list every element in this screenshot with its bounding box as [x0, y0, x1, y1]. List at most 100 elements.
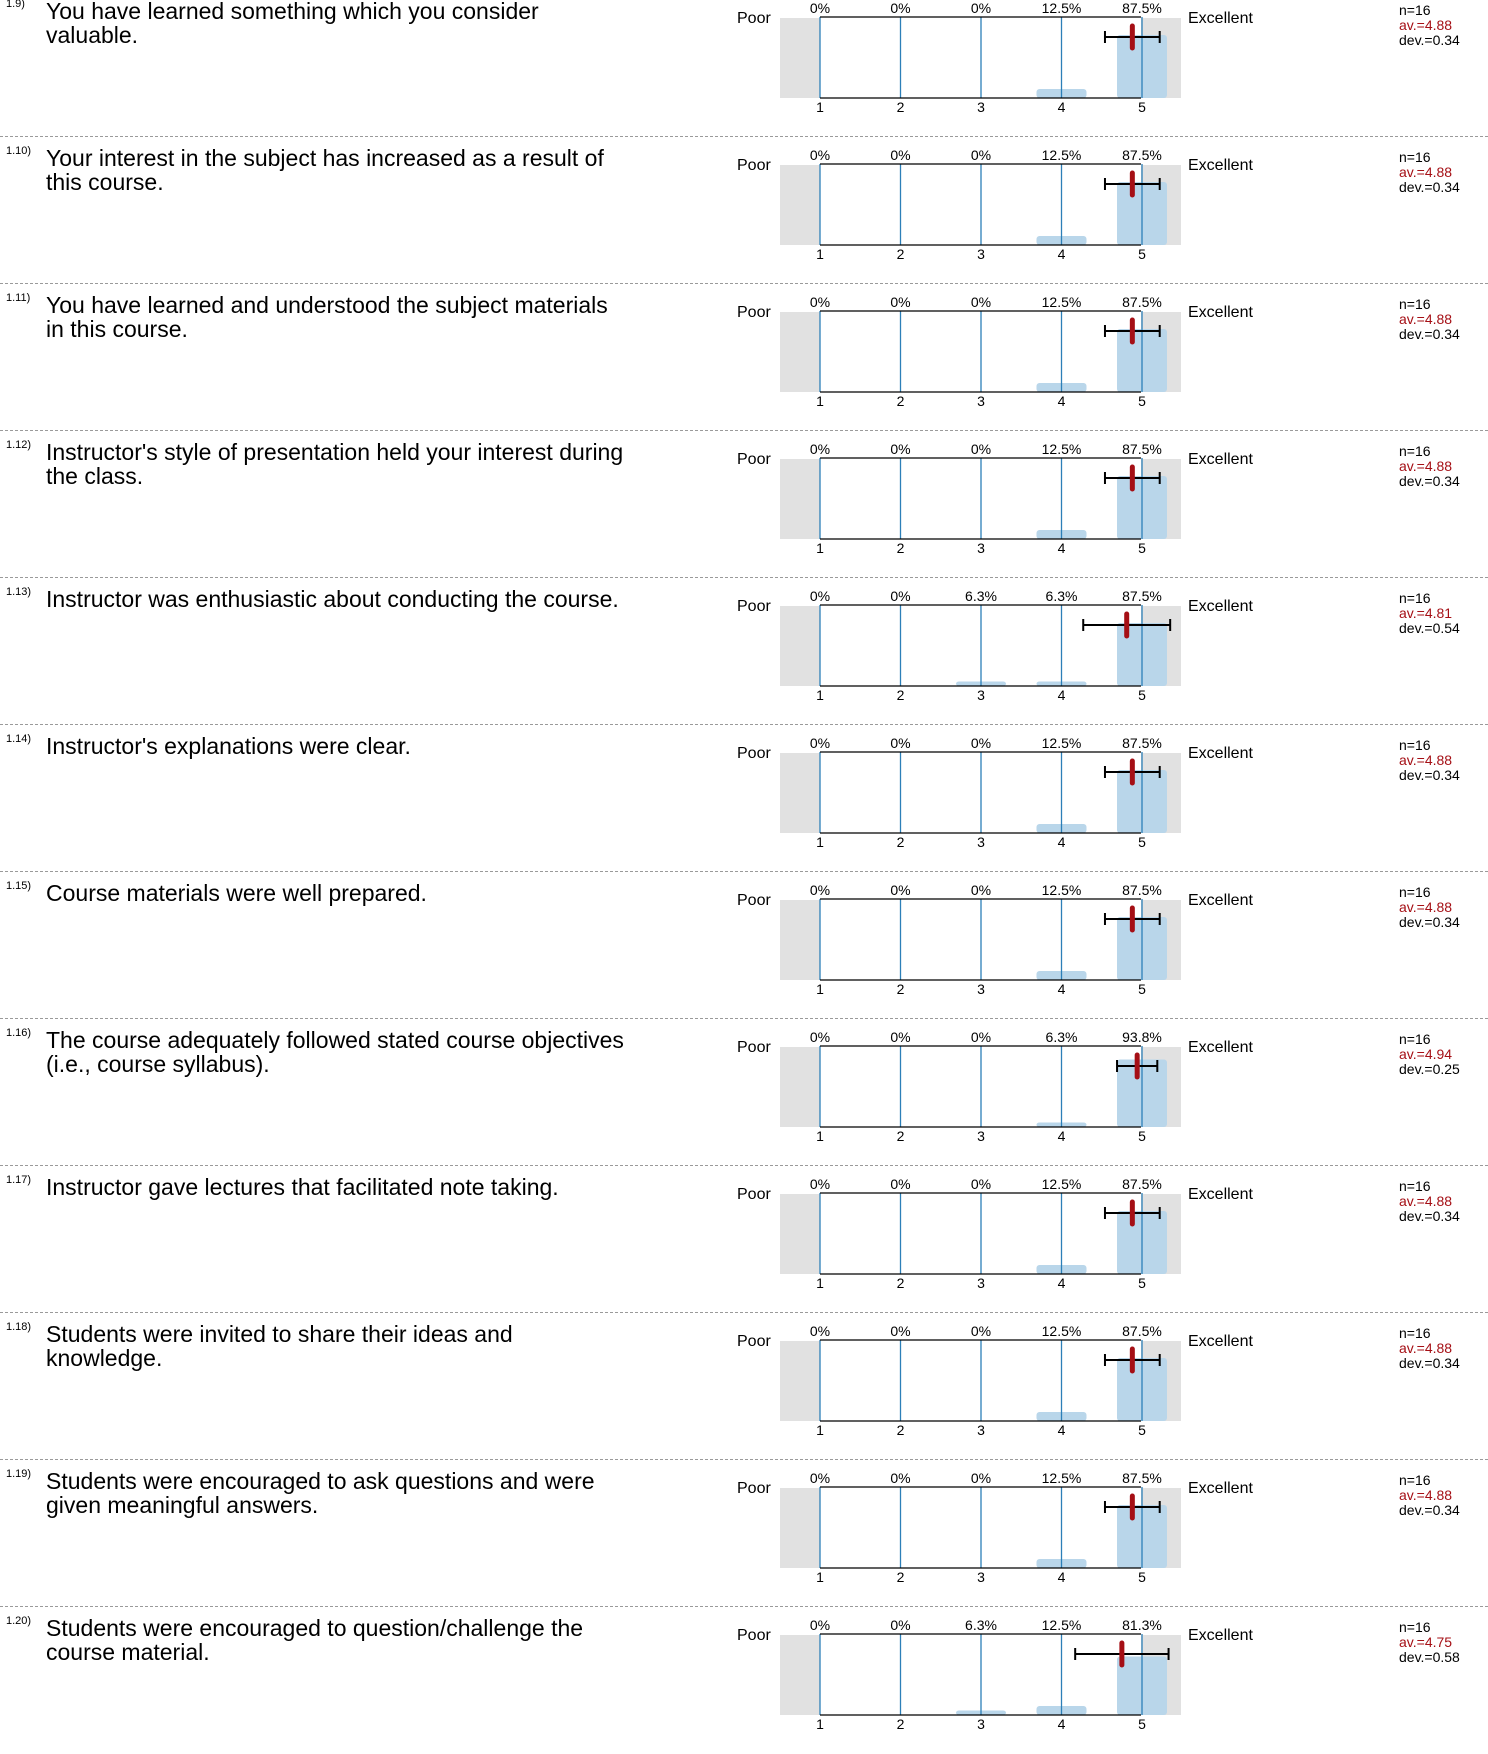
percent-label: 87.5%	[1122, 147, 1162, 163]
tick-label: 5	[1138, 393, 1146, 409]
percent-label: 0%	[890, 1470, 910, 1486]
percent-label: 0%	[810, 441, 830, 457]
question-number: 1.17)	[6, 1174, 32, 1186]
stats-block: n=16 av.=4.94 dev.=0.25	[1399, 1032, 1460, 1077]
tick-label: 1	[816, 1422, 824, 1438]
scale-label-excellent: Excellent	[1188, 745, 1253, 762]
scale-label-poor: Poor	[737, 304, 771, 321]
scale-label-poor: Poor	[737, 598, 771, 615]
tick-label: 1	[816, 1569, 824, 1585]
tick-label: 2	[897, 99, 905, 115]
gray-block-left	[780, 1341, 820, 1421]
question-row: 1.17) Instructor gave lectures that facil…	[0, 1166, 1488, 1313]
gray-block-left	[780, 18, 820, 98]
tick-label: 1	[816, 834, 824, 850]
tick-label: 2	[897, 540, 905, 556]
tick-label: 5	[1138, 1128, 1146, 1144]
distribution-chart: 0% 0% 6.3% 12.5% 81.3% 1 2 3 4 5	[780, 1617, 1181, 1732]
percent-label: 0%	[890, 441, 910, 457]
question-row: 1.20) Students were encouraged to questio…	[0, 1607, 1488, 1754]
stat-n: n=16	[1399, 884, 1431, 900]
tick-label: 1	[816, 1128, 824, 1144]
stat-n: n=16	[1399, 149, 1431, 165]
question-row: 1.18) Students were invited to share thei…	[0, 1313, 1488, 1460]
tick-label: 4	[1058, 99, 1066, 115]
question-text: Students were encouraged to ask question…	[46, 1468, 595, 1518]
tick-label: 4	[1058, 540, 1066, 556]
question-row: 1.15) Course materials were well prepared…	[0, 872, 1488, 1019]
question-number: 1.10)	[6, 145, 32, 157]
question-row: 1.12) Instructor's style of presentation …	[0, 431, 1488, 578]
percent-label: 87.5%	[1122, 882, 1162, 898]
stat-deviation: dev.=0.34	[1399, 32, 1460, 48]
tick-label: 2	[897, 246, 905, 262]
stat-n: n=16	[1399, 1178, 1431, 1194]
stats-block: n=16 av.=4.88 dev.=0.34	[1399, 444, 1460, 489]
distribution-chart: 0% 0% 6.3% 6.3% 87.5% 1 2 3 4 5	[780, 588, 1181, 703]
percent-label: 0%	[890, 147, 910, 163]
tick-label: 4	[1058, 981, 1066, 997]
percent-label: 0%	[810, 1617, 830, 1633]
scale-label-excellent: Excellent	[1188, 10, 1253, 27]
scale-label-excellent: Excellent	[1188, 1333, 1253, 1350]
distribution-chart: 0% 0% 0% 12.5% 87.5% 1 2 3 4 5	[780, 147, 1181, 262]
stat-average: av.=4.88	[1399, 311, 1453, 327]
tick-label: 2	[897, 393, 905, 409]
percent-label: 0%	[810, 147, 830, 163]
distribution-chart: 0% 0% 0% 6.3% 93.8% 1 2 3 4 5	[780, 1029, 1181, 1144]
percent-label: 12.5%	[1042, 0, 1082, 16]
tick-label: 2	[897, 1569, 905, 1585]
percent-label: 0%	[971, 1470, 991, 1486]
stat-deviation: dev.=0.34	[1399, 914, 1460, 930]
question-text: Course materials were well prepared.	[46, 880, 427, 906]
percent-label: 0%	[810, 1176, 830, 1192]
scale-label-excellent: Excellent	[1188, 451, 1253, 468]
row-divider	[0, 136, 1488, 137]
percent-label: 87.5%	[1122, 1323, 1162, 1339]
percent-label: 12.5%	[1042, 294, 1082, 310]
tick-label: 3	[977, 1422, 985, 1438]
stat-average: av.=4.75	[1399, 1634, 1453, 1650]
stat-average: av.=4.88	[1399, 164, 1453, 180]
scale-label-poor: Poor	[737, 10, 771, 27]
tick-label: 2	[897, 834, 905, 850]
question-text: Students were encouraged to question/cha…	[46, 1615, 584, 1665]
tick-label: 4	[1058, 687, 1066, 703]
stat-n: n=16	[1399, 296, 1431, 312]
percent-label: 0%	[810, 294, 830, 310]
gray-block-left	[780, 1047, 820, 1127]
scale-label-poor: Poor	[737, 1039, 771, 1056]
tick-label: 5	[1138, 246, 1146, 262]
stat-deviation: dev.=0.34	[1399, 326, 1460, 342]
tick-label: 5	[1138, 1716, 1146, 1732]
stat-average: av.=4.88	[1399, 1193, 1453, 1209]
question-row: 1.19) Students were encouraged to ask que…	[0, 1460, 1488, 1607]
stats-block: n=16 av.=4.88 dev.=0.34	[1399, 1326, 1460, 1371]
question-number: 1.11)	[6, 292, 31, 304]
percent-label: 87.5%	[1122, 1176, 1162, 1192]
percent-label: 0%	[890, 1323, 910, 1339]
scale-label-poor: Poor	[737, 1627, 771, 1644]
percent-label: 87.5%	[1122, 588, 1162, 604]
tick-label: 5	[1138, 1422, 1146, 1438]
stat-deviation: dev.=0.34	[1399, 1355, 1460, 1371]
percent-label: 12.5%	[1042, 1617, 1082, 1633]
percent-label: 0%	[971, 1176, 991, 1192]
percent-label: 0%	[890, 0, 910, 16]
percent-label: 0%	[971, 735, 991, 751]
row-divider	[0, 871, 1488, 872]
row-divider	[0, 724, 1488, 725]
percent-label: 0%	[810, 1323, 830, 1339]
percent-label: 0%	[971, 1323, 991, 1339]
tick-label: 2	[897, 1128, 905, 1144]
percent-label: 0%	[810, 882, 830, 898]
percent-label: 12.5%	[1042, 735, 1082, 751]
percent-label: 87.5%	[1122, 0, 1162, 16]
percent-label: 12.5%	[1042, 147, 1082, 163]
question-text: Instructor's explanations were clear.	[46, 733, 411, 759]
row-divider	[0, 1606, 1488, 1607]
stat-deviation: dev.=0.25	[1399, 1061, 1460, 1077]
percent-label: 87.5%	[1122, 441, 1162, 457]
tick-label: 3	[977, 540, 985, 556]
row-divider	[0, 577, 1488, 578]
